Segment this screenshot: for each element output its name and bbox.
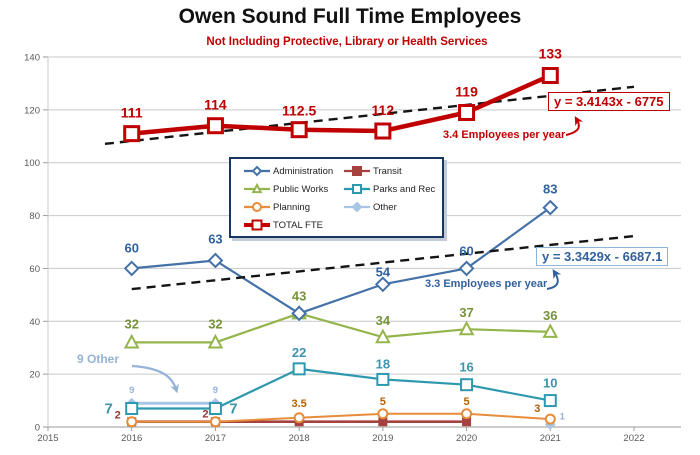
diamond-marker-icon: [344, 201, 370, 213]
chart-title: Owen Sound Full Time Employees: [178, 5, 522, 28]
svg-text:7: 7: [229, 401, 237, 418]
legend-item-planning: Planning: [243, 201, 341, 213]
legend-items: Administration Transit Public Works Parks a…: [243, 165, 435, 231]
svg-text:9: 9: [213, 385, 218, 396]
svg-text:3: 3: [534, 403, 540, 415]
legend-label: Administration: [273, 165, 334, 177]
svg-text:120: 120: [24, 105, 40, 116]
legend-label: Transit: [373, 165, 402, 177]
admin-trend-equation: y = 3.3429x - 6687.1: [536, 247, 669, 266]
svg-text:112.5: 112.5: [282, 103, 316, 119]
svg-text:80: 80: [29, 211, 40, 222]
svg-text:60: 60: [459, 243, 473, 258]
svg-text:140: 140: [24, 53, 40, 64]
svg-text:36: 36: [543, 308, 557, 323]
svg-text:112: 112: [372, 102, 395, 118]
legend-item-other: Other: [343, 201, 435, 213]
square-marker-icon: [244, 219, 270, 231]
legend-label: TOTAL FTE: [273, 219, 323, 231]
legend-item-transit: Transit: [343, 165, 435, 177]
other-series-annotation: 9 Other: [77, 352, 120, 366]
svg-text:32: 32: [208, 316, 222, 331]
svg-text:60: 60: [29, 264, 40, 275]
svg-text:37: 37: [459, 305, 473, 320]
total-trend-equation: y = 3.4143x - 6775: [548, 92, 670, 111]
legend-item-total-fte: TOTAL FTE: [243, 219, 341, 231]
svg-text:54: 54: [376, 264, 391, 279]
svg-text:43: 43: [292, 288, 306, 303]
svg-text:2: 2: [115, 410, 121, 422]
svg-text:2019: 2019: [372, 433, 393, 444]
legend-item-administration: Administration: [243, 165, 341, 177]
svg-text:2018: 2018: [289, 433, 310, 444]
legend-item-public-works: Public Works: [243, 183, 341, 195]
svg-text:83: 83: [543, 182, 557, 197]
svg-text:0: 0: [35, 423, 40, 434]
diamond-marker-icon: [244, 165, 270, 177]
svg-text:2022: 2022: [623, 433, 644, 444]
circle-marker-icon: [244, 202, 270, 212]
svg-text:2015: 2015: [37, 433, 58, 444]
square-marker-icon: [344, 166, 370, 176]
svg-text:2016: 2016: [121, 433, 142, 444]
svg-text:32: 32: [124, 316, 138, 331]
svg-text:18: 18: [376, 356, 390, 371]
svg-text:10: 10: [543, 376, 557, 391]
svg-text:5: 5: [380, 396, 386, 408]
svg-text:1: 1: [560, 411, 566, 422]
svg-text:114: 114: [204, 97, 227, 113]
legend-item-parks-and-rec: Parks and Rec: [343, 183, 435, 195]
svg-text:7: 7: [105, 401, 113, 418]
svg-text:16: 16: [459, 360, 473, 375]
svg-text:5: 5: [464, 396, 470, 408]
svg-text:119: 119: [455, 84, 478, 100]
triangle-marker-icon: [244, 183, 270, 194]
legend-label: Parks and Rec: [373, 183, 436, 195]
svg-text:9: 9: [129, 385, 134, 396]
svg-text:34: 34: [376, 313, 391, 328]
svg-text:2: 2: [202, 409, 208, 421]
svg-text:2021: 2021: [540, 433, 561, 444]
svg-text:3.5: 3.5: [291, 398, 306, 410]
svg-text:20: 20: [29, 370, 40, 381]
svg-text:100: 100: [24, 158, 40, 169]
chart-subtitle: Not Including Protective, Library or Hea…: [206, 36, 488, 48]
total-trend-annotation: 3.4 Employees per year: [443, 129, 566, 141]
svg-text:133: 133: [539, 46, 563, 62]
svg-text:2017: 2017: [205, 433, 226, 444]
legend-label: Planning: [273, 201, 310, 213]
admin-trend-annotation: 3.3 Employees per year: [425, 278, 548, 290]
legend: Administration Transit Public Works Parks a…: [229, 157, 444, 238]
square-marker-icon: [344, 184, 370, 194]
svg-text:63: 63: [208, 232, 222, 247]
svg-text:111: 111: [121, 105, 143, 121]
svg-text:60: 60: [124, 240, 138, 255]
svg-text:40: 40: [29, 317, 40, 328]
legend-label: Other: [373, 201, 397, 213]
svg-text:22: 22: [292, 345, 306, 360]
svg-text:2020: 2020: [456, 433, 477, 444]
legend-label: Public Works: [273, 183, 329, 195]
